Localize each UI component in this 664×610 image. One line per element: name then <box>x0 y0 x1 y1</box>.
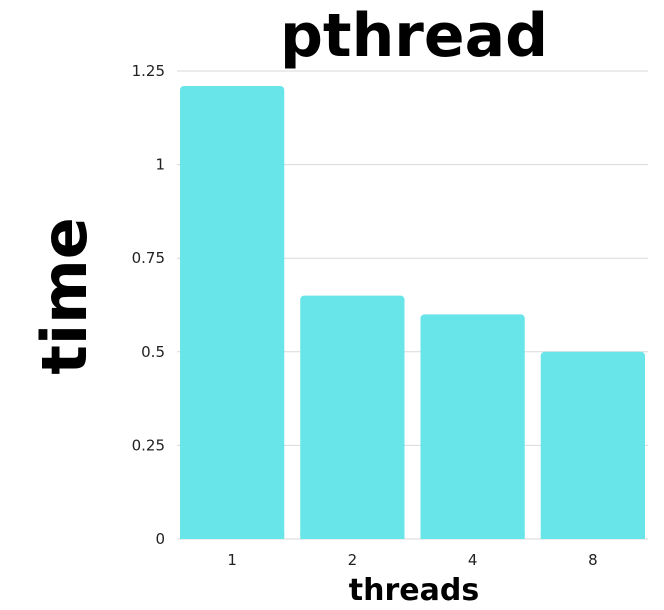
y-axis-ticks: 0 0.25 0.5 0.75 1 1.25 <box>132 62 165 548</box>
bar-base-4 <box>420 533 525 539</box>
y-tick-label: 0.5 <box>141 343 165 361</box>
bar-2 <box>300 295 405 539</box>
bar-base-1 <box>180 533 285 539</box>
bar-4 <box>420 314 525 539</box>
x-tick-label: 1 <box>227 551 237 569</box>
y-axis-label: time <box>28 217 101 375</box>
y-tick-label: 1.25 <box>132 62 165 80</box>
x-tick-label: 8 <box>588 551 598 569</box>
bar-base-2 <box>300 533 405 539</box>
bar-1 <box>180 85 285 539</box>
bar-8 <box>540 351 645 539</box>
y-tick-label: 1 <box>155 156 165 174</box>
x-tick-label: 2 <box>348 551 358 569</box>
x-axis-label: threads <box>349 573 479 608</box>
y-tick-label: 0.25 <box>132 436 165 454</box>
x-tick-label: 4 <box>468 551 478 569</box>
y-tick-label: 0 <box>155 530 165 548</box>
x-axis-ticks: 1 2 4 8 <box>227 551 597 569</box>
bars <box>180 85 645 539</box>
y-tick-label: 0.75 <box>132 249 165 267</box>
bar-base-8 <box>540 533 645 539</box>
chart-title: pthread <box>280 1 548 71</box>
